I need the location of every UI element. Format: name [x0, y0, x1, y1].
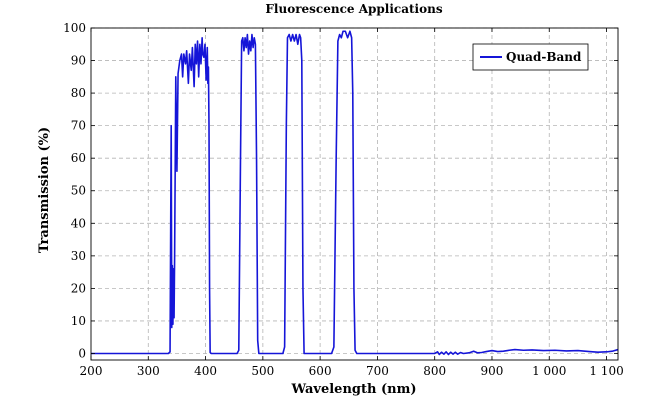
y-tick-label: 40: [71, 216, 86, 230]
x-tick-label: 1 000: [532, 364, 566, 378]
y-tick-label: 90: [71, 54, 86, 68]
series-layer: [91, 30, 619, 356]
y-axis: 0 10 20 30 40 50 60 70 80 90 100: [63, 21, 618, 360]
y-tick-label: 100: [63, 21, 86, 35]
x-tick-label: 300: [137, 364, 160, 378]
x-tick-label: 400: [194, 364, 217, 378]
y-tick-label: 20: [71, 281, 86, 295]
y-tick-label: 70: [71, 119, 86, 133]
x-tick-label: 200: [80, 364, 103, 378]
y-tick-label: 80: [71, 86, 86, 100]
y-tick-label: 50: [71, 184, 86, 198]
legend-label-quad-band: Quad-Band: [506, 50, 582, 64]
y-tick-label: 10: [71, 314, 86, 328]
x-axis: 200 300 400 500 600 700 800 900 1 000 1 100: [80, 28, 624, 378]
series-line-quad-band: [91, 30, 619, 356]
legend: Quad-Band: [472, 43, 589, 71]
y-tick-label: 60: [71, 151, 86, 165]
x-axis-label: Wavelength (nm): [291, 382, 417, 397]
x-tick-label: 1 100: [589, 364, 623, 378]
plot-frame: [90, 27, 619, 361]
x-tick-label: 600: [309, 364, 332, 378]
x-tick-label: 500: [251, 364, 274, 378]
legend-box: [472, 43, 589, 71]
x-tick-label: 700: [366, 364, 389, 378]
x-tick-label: 800: [423, 364, 446, 378]
y-tick-label: 30: [71, 249, 86, 263]
chart-title: Fluorescence Applications: [265, 2, 442, 16]
y-axis-label: Transmission (%): [37, 127, 52, 253]
x-tick-label: 900: [481, 364, 504, 378]
y-tick-label: 0: [78, 346, 86, 360]
